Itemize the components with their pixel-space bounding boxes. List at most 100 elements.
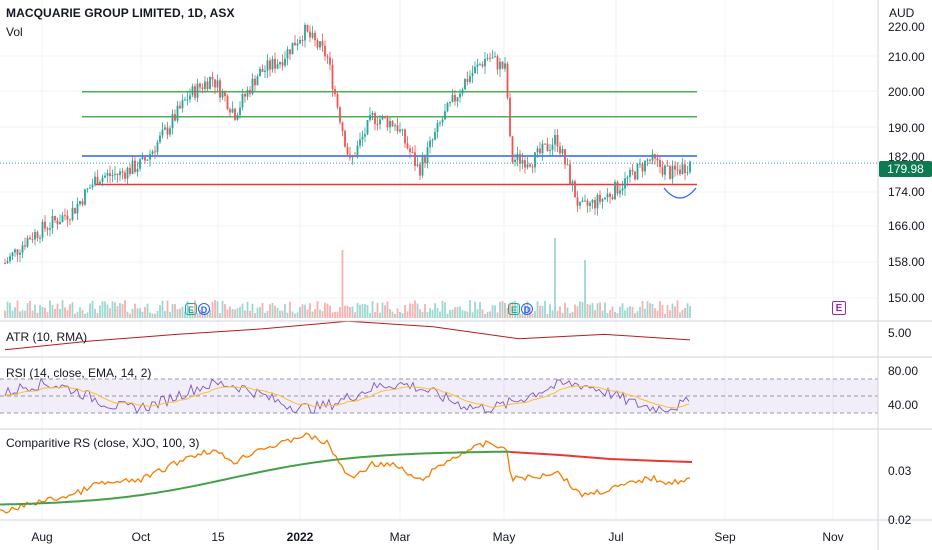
candle-body [579, 202, 581, 206]
volume-bar [169, 311, 171, 318]
candle-body [44, 221, 46, 229]
candle-body [239, 107, 241, 116]
volume-bar [84, 313, 86, 318]
volume-bar [264, 312, 266, 318]
volume-bar [401, 313, 404, 318]
volume-bar [294, 313, 296, 318]
volume-bar [424, 304, 426, 318]
candle-body [656, 158, 659, 161]
volume-bar [354, 312, 356, 318]
candle-body [434, 132, 436, 140]
volume-bar [266, 310, 269, 318]
future-earnings-icon[interactable]: E [832, 301, 846, 315]
volume-bar [216, 301, 219, 318]
volume-bar [74, 313, 76, 318]
volume-bar [224, 304, 226, 318]
volume-bar [394, 313, 396, 318]
volume-bar [176, 309, 179, 318]
earnings-event-icon[interactable]: E [185, 303, 197, 315]
candle-body [386, 117, 389, 128]
volume-bar [389, 309, 391, 318]
candle-body [281, 62, 284, 66]
candle-body [16, 249, 19, 255]
candle-body [334, 89, 336, 94]
volume-bar [269, 304, 271, 318]
volume-bar [339, 307, 341, 318]
candle-body [291, 42, 294, 55]
candle-body [371, 113, 374, 116]
time-tick: Sep [714, 530, 736, 544]
volume-bar [16, 300, 19, 318]
candle-body [639, 163, 641, 165]
atr-label[interactable]: ATR (10, RMA) [6, 330, 88, 344]
volume-bar [289, 301, 291, 318]
candle-body [174, 114, 176, 121]
volume-bar [246, 301, 249, 318]
volume-bar [104, 301, 106, 318]
volume-bar [291, 311, 294, 318]
candle-body [214, 79, 216, 88]
candle-body [66, 215, 69, 220]
candle-body [374, 113, 376, 124]
volume-bar [509, 303, 511, 318]
volume-bar [349, 306, 351, 318]
crs-label[interactable]: Comparitive RS (close, XJO, 100, 3) [6, 436, 200, 450]
candle-body [376, 123, 379, 125]
candle-body [224, 91, 226, 97]
volume-bar [499, 301, 501, 318]
rsi-tick: 80.00 [888, 364, 919, 378]
candle-body [544, 143, 546, 145]
rsi-line [4, 377, 690, 415]
volume-bar [559, 306, 561, 318]
candle-body [84, 189, 86, 205]
time-tick: Nov [822, 530, 844, 544]
candle-body [546, 143, 549, 151]
crs-ma-line [0, 450, 510, 506]
volume-bar [9, 303, 11, 318]
candle-body [116, 173, 119, 176]
candle-body [276, 64, 279, 69]
dividend-event-icon[interactable]: D [521, 303, 533, 315]
candle-body [216, 80, 219, 88]
candle-body [664, 165, 666, 175]
volume-bar [151, 313, 154, 318]
volume-bar [156, 310, 159, 318]
volume-bar [329, 305, 331, 318]
candle-body [499, 61, 501, 70]
volume-bar [81, 309, 84, 318]
candle-body [666, 165, 669, 167]
volume-bar [71, 302, 74, 318]
earnings-event-icon[interactable]: E [508, 303, 520, 315]
volume-bar [454, 307, 456, 318]
volume-bar [384, 305, 386, 318]
volume-bar [659, 301, 661, 318]
volume-bar [356, 302, 359, 318]
price-tick: 190.00 [888, 121, 925, 135]
candle-body [124, 172, 126, 179]
rsi-label[interactable]: RSI (14, close, EMA, 14, 2) [6, 366, 152, 380]
dividend-event-icon[interactable]: D [198, 303, 210, 315]
volume-bar [679, 312, 681, 318]
volume-bar [79, 307, 81, 318]
rsi-ma-line [4, 385, 690, 409]
candle-body [94, 176, 96, 185]
volume-bar [666, 305, 669, 318]
candle-body [106, 173, 109, 176]
candle-body [19, 252, 21, 255]
candle-body [101, 177, 104, 182]
volume-bar [211, 301, 214, 318]
candle-body [519, 153, 521, 164]
candle-body [76, 204, 79, 214]
volume-bar [496, 312, 499, 318]
volume-bar [664, 313, 666, 318]
candle-body [524, 160, 526, 168]
candle-body [681, 164, 684, 175]
volume-label[interactable]: Vol [6, 25, 23, 39]
volume-bar [546, 313, 549, 318]
candle-body [299, 39, 301, 44]
price-tick: 220.00 [888, 20, 925, 34]
symbol-title[interactable]: MACQUARIE GROUP LIMITED, 1D, ASX [6, 6, 235, 20]
candle-body [279, 62, 281, 65]
candle-body [104, 175, 106, 178]
candle-body [6, 261, 9, 264]
